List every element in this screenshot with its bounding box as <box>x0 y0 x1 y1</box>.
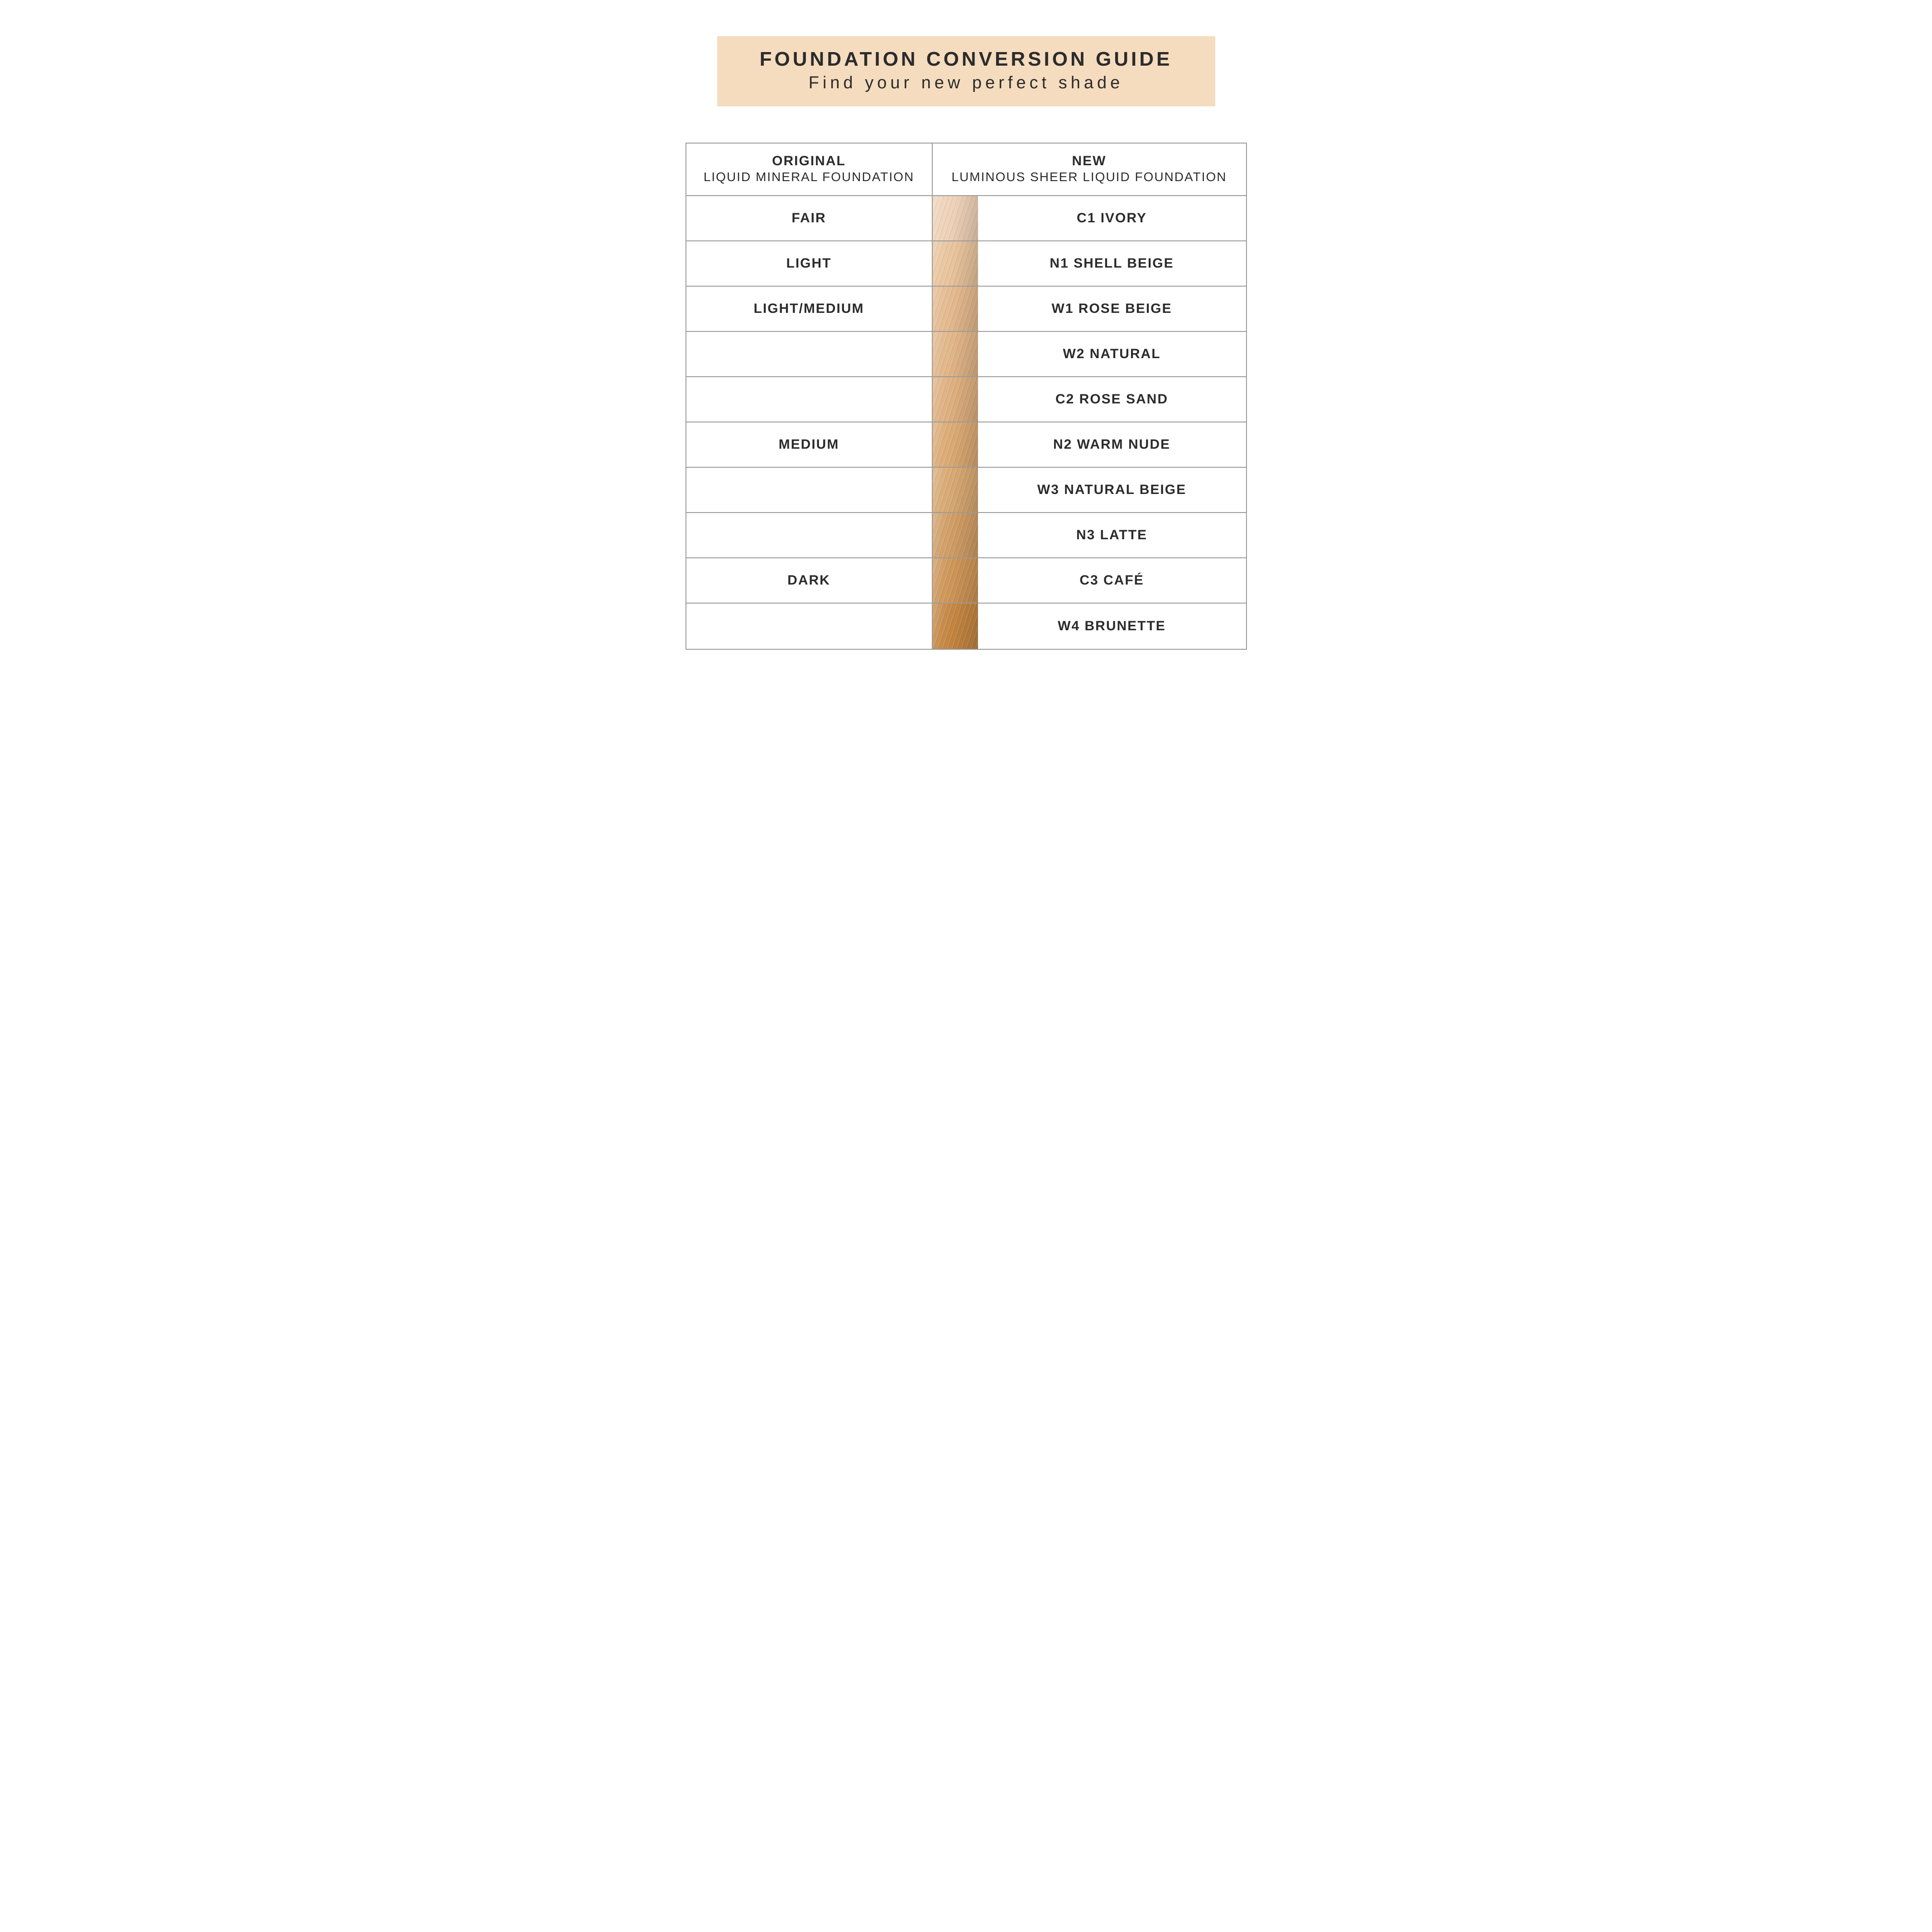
shade-swatch <box>933 513 978 557</box>
cell-new: W4 BRUNETTE <box>978 604 1246 649</box>
cell-new: C2 ROSE SAND <box>978 377 1246 422</box>
swatch-shading <box>933 558 978 603</box>
shade-swatch <box>933 468 978 512</box>
cell-new: N2 WARM NUDE <box>978 422 1246 467</box>
table-row: W3 NATURAL BEIGE <box>686 468 1246 513</box>
cell-original <box>686 468 933 512</box>
cell-new: W3 NATURAL BEIGE <box>978 468 1246 512</box>
cell-original <box>686 513 933 557</box>
col-header-new-bottom: LUMINOUS SHEER LIQUID FOUNDATION <box>937 170 1242 184</box>
col-header-new: NEW LUMINOUS SHEER LIQUID FOUNDATION <box>933 144 1246 195</box>
table-header: ORIGINAL LIQUID MINERAL FOUNDATION NEW L… <box>686 144 1246 196</box>
col-header-new-top: NEW <box>937 153 1242 169</box>
swatch-shading <box>933 332 978 376</box>
table-row: LIGHT N1 SHELL BEIGE <box>686 241 1246 287</box>
table-row: W4 BRUNETTE <box>686 604 1246 649</box>
cell-original: LIGHT/MEDIUM <box>686 287 933 331</box>
cell-new: W1 ROSE BEIGE <box>978 287 1246 331</box>
cell-new: C1 IVORY <box>978 196 1246 240</box>
cell-original <box>686 604 933 649</box>
cell-original: FAIR <box>686 196 933 240</box>
shade-swatch <box>933 287 978 331</box>
cell-original: DARK <box>686 558 933 603</box>
col-header-original-bottom: LIQUID MINERAL FOUNDATION <box>691 170 927 184</box>
shade-swatch <box>933 558 978 603</box>
cell-new: N3 LATTE <box>978 513 1246 557</box>
swatch-shading <box>933 604 978 649</box>
cell-new: W2 NATURAL <box>978 332 1246 376</box>
table-row: N3 LATTE <box>686 513 1246 558</box>
cell-original <box>686 377 933 422</box>
swatch-shading <box>933 287 978 331</box>
swatch-shading <box>933 422 978 467</box>
cell-original <box>686 332 933 376</box>
conversion-table: ORIGINAL LIQUID MINERAL FOUNDATION NEW L… <box>686 143 1247 650</box>
swatch-shading <box>933 468 978 512</box>
shade-swatch <box>933 422 978 467</box>
table-row: DARK C3 CAFÉ <box>686 558 1246 604</box>
shade-swatch <box>933 332 978 376</box>
shade-swatch <box>933 377 978 422</box>
table-body: FAIRC1 IVORYLIGHTN1 SHELL BEIGELIGHT/MED… <box>686 196 1246 649</box>
table-row: FAIR C1 IVORY <box>686 196 1246 241</box>
table-row: C2 ROSE SAND <box>686 377 1246 422</box>
swatch-shading <box>933 196 978 240</box>
swatch-shading <box>933 377 978 422</box>
cell-original: LIGHT <box>686 241 933 286</box>
shade-swatch <box>933 241 978 286</box>
cell-original: MEDIUM <box>686 422 933 467</box>
table-row: LIGHT/MEDIUM W1 ROSE BEIGE <box>686 287 1246 332</box>
col-header-original-top: ORIGINAL <box>691 153 927 169</box>
cell-new: N1 SHELL BEIGE <box>978 241 1246 286</box>
shade-swatch <box>933 604 978 649</box>
page-subtitle: Find your new perfect shade <box>717 73 1215 93</box>
header-banner: FOUNDATION CONVERSION GUIDE Find your ne… <box>717 36 1215 106</box>
table-row: W2 NATURAL <box>686 332 1246 377</box>
table-row: MEDIUM N2 WARM NUDE <box>686 422 1246 468</box>
page-title: FOUNDATION CONVERSION GUIDE <box>717 48 1215 71</box>
cell-new: C3 CAFÉ <box>978 558 1246 603</box>
swatch-shading <box>933 513 978 557</box>
swatch-shading <box>933 241 978 286</box>
page: FOUNDATION CONVERSION GUIDE Find your ne… <box>631 0 1301 704</box>
shade-swatch <box>933 196 978 240</box>
col-header-original: ORIGINAL LIQUID MINERAL FOUNDATION <box>686 144 933 195</box>
